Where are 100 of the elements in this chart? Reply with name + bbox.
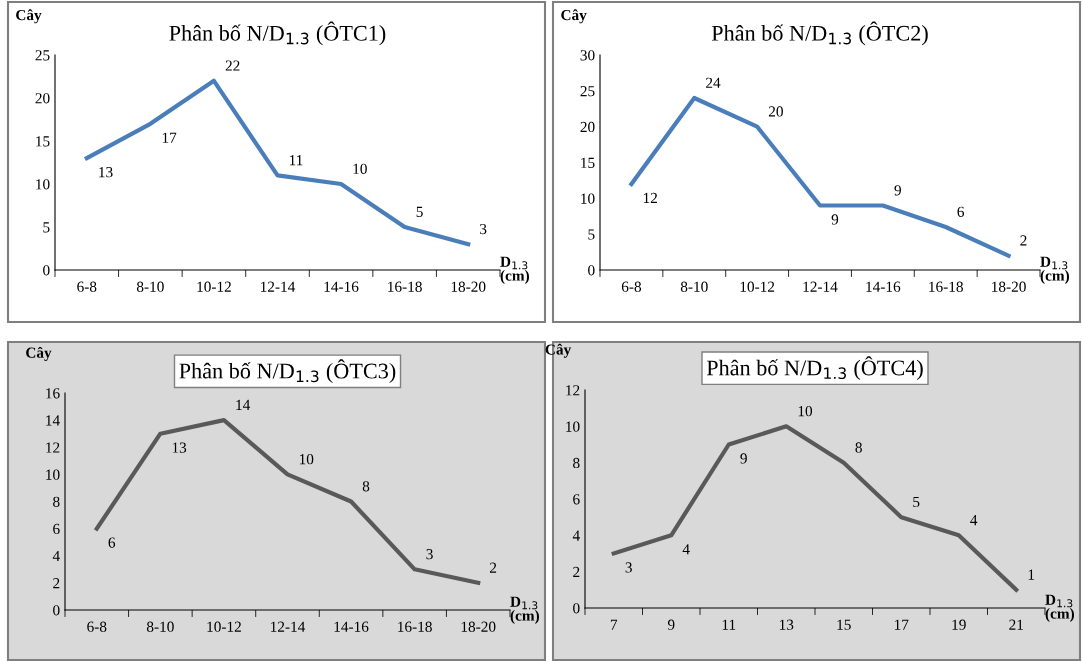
x-tick-label: 10-12 bbox=[740, 281, 775, 292]
data-label: 20 bbox=[768, 106, 783, 117]
data-label: 10 bbox=[299, 454, 314, 465]
x-tick-label: 9 bbox=[667, 619, 675, 630]
x-tick-label: 10-12 bbox=[207, 621, 241, 632]
y-tick-label: 10 bbox=[581, 193, 595, 204]
data-label: 13 bbox=[172, 442, 187, 453]
y-tick-label: 20 bbox=[35, 93, 50, 104]
chart-title: Phân bố N/D$_{1.3}$ (ÔTC1) bbox=[169, 21, 386, 46]
y-axis-title: Cây bbox=[545, 343, 572, 358]
x-tick-label: 10-12 bbox=[197, 281, 231, 292]
x-tick-label: 14-16 bbox=[334, 621, 369, 632]
x-tick-label: 7 bbox=[610, 619, 618, 630]
x-tick-label: 12-14 bbox=[261, 281, 296, 292]
y-axis-title: Cây bbox=[26, 346, 52, 361]
x-tick-label: 18-20 bbox=[451, 281, 486, 292]
data-label: 6 bbox=[108, 537, 116, 548]
y-tick-label: 5 bbox=[588, 229, 595, 240]
y-tick-label: 4 bbox=[572, 530, 580, 541]
x-tick-label: 16-18 bbox=[398, 621, 432, 632]
y-tick-label: 12 bbox=[46, 442, 60, 453]
x-tick-label: 13 bbox=[779, 619, 794, 630]
x-tick-label: 15 bbox=[837, 619, 851, 630]
y-tick-label: 14 bbox=[46, 415, 60, 426]
y-tick-label: 2 bbox=[53, 578, 60, 589]
data-label: 13 bbox=[99, 167, 113, 178]
x-tick-label: 14-16 bbox=[866, 281, 901, 292]
data-label: 2 bbox=[1020, 235, 1027, 246]
data-label: 10 bbox=[353, 163, 367, 174]
y-tick-label: 12 bbox=[566, 385, 580, 396]
y-tick-label: 6 bbox=[573, 494, 580, 505]
y-tick-label: 5 bbox=[43, 222, 50, 233]
y-tick-label: 8 bbox=[53, 496, 60, 507]
x-tick-label: 12-14 bbox=[803, 281, 838, 292]
data-label: 3 bbox=[625, 562, 632, 573]
y-tick-label: 30 bbox=[580, 50, 595, 61]
y-tick-label: 15 bbox=[36, 136, 50, 147]
y-tick-label: 0 bbox=[588, 265, 595, 276]
data-label: 17 bbox=[162, 132, 177, 143]
data-label: 6 bbox=[957, 206, 965, 217]
y-tick-label: 10 bbox=[566, 421, 580, 432]
y-tick-label: 8 bbox=[573, 457, 580, 469]
x-tick-label: 11 bbox=[722, 619, 736, 630]
data-label: 22 bbox=[225, 60, 240, 71]
data-label: 24 bbox=[706, 77, 721, 88]
y-axis-title: Cây bbox=[561, 9, 587, 24]
x-axis-title: D$_{1.3}$ (cm) bbox=[1045, 594, 1075, 622]
data-label: 11 bbox=[289, 155, 303, 166]
y-axis-title: Cây bbox=[16, 9, 42, 24]
x-tick-label: 8-10 bbox=[136, 281, 164, 292]
data-label: 5 bbox=[416, 206, 423, 217]
x-tick-label: 16-18 bbox=[388, 281, 422, 292]
y-tick-label: 10 bbox=[36, 179, 50, 190]
x-tick-label: 16-18 bbox=[929, 281, 963, 292]
x-tick-label: 6-8 bbox=[87, 621, 107, 632]
data-label: 8 bbox=[855, 442, 862, 453]
y-tick-label: 4 bbox=[52, 550, 60, 562]
x-tick-label: 12-14 bbox=[271, 621, 306, 632]
line-series bbox=[84, 78, 471, 247]
x-tick-label: 6-8 bbox=[77, 281, 97, 292]
chart-title: Phân bố N/D$_{1.3}$ (ÔTC4) bbox=[706, 356, 923, 380]
y-tick-label: 10 bbox=[46, 469, 60, 480]
x-axis-title: D$_{1.3}$ (cm) bbox=[510, 596, 540, 624]
y-tick-label: 25 bbox=[35, 50, 50, 61]
data-label: 1 bbox=[1028, 569, 1035, 580]
chart-title: Phân bố N/D$_{1.3}$ (ÔTC3) bbox=[179, 359, 396, 384]
line-series bbox=[629, 95, 1011, 258]
data-label: 9 bbox=[740, 453, 747, 464]
y-tick-label: 16 bbox=[46, 388, 60, 399]
x-tick-label: 6-8 bbox=[621, 281, 642, 292]
x-tick-label: 14-16 bbox=[324, 281, 359, 292]
x-tick-label: 8-10 bbox=[146, 621, 174, 632]
line-series bbox=[611, 424, 1019, 592]
x-tick-label: 17 bbox=[894, 619, 909, 630]
line-series bbox=[94, 418, 481, 585]
x-tick-label: 8-10 bbox=[680, 281, 708, 292]
x-axis-title: D$_{1.3}$ (cm) bbox=[500, 256, 530, 284]
x-tick-label: 18-20 bbox=[461, 621, 496, 632]
data-label: 5 bbox=[913, 496, 920, 508]
x-tick-label: 21 bbox=[1009, 619, 1023, 630]
data-label: 3 bbox=[480, 223, 487, 235]
data-label: 4 bbox=[970, 515, 978, 526]
x-axis-title: D$_{1.3}$ (cm) bbox=[1040, 256, 1070, 284]
y-tick-label: 0 bbox=[573, 603, 580, 614]
data-label: 12 bbox=[643, 192, 657, 203]
data-label: 8 bbox=[362, 481, 370, 492]
data-label: 9 bbox=[894, 185, 901, 196]
x-tick-label: 19 bbox=[952, 619, 966, 630]
y-tick-label: 15 bbox=[581, 157, 595, 168]
data-label: 14 bbox=[236, 399, 251, 410]
y-tick-label: 20 bbox=[580, 121, 595, 133]
data-label: 9 bbox=[831, 214, 839, 225]
x-tick-label: 18-20 bbox=[992, 281, 1026, 292]
data-label: 3 bbox=[426, 549, 433, 560]
y-tick-label: 25 bbox=[580, 86, 595, 97]
chart-title: Phân bố N/D$_{1.3}$ (ÔTC2) bbox=[711, 21, 928, 46]
y-tick-label: 2 bbox=[573, 566, 580, 577]
y-tick-label: 6 bbox=[53, 523, 60, 535]
data-label: 4 bbox=[682, 544, 690, 555]
y-tick-label: 0 bbox=[53, 605, 60, 616]
